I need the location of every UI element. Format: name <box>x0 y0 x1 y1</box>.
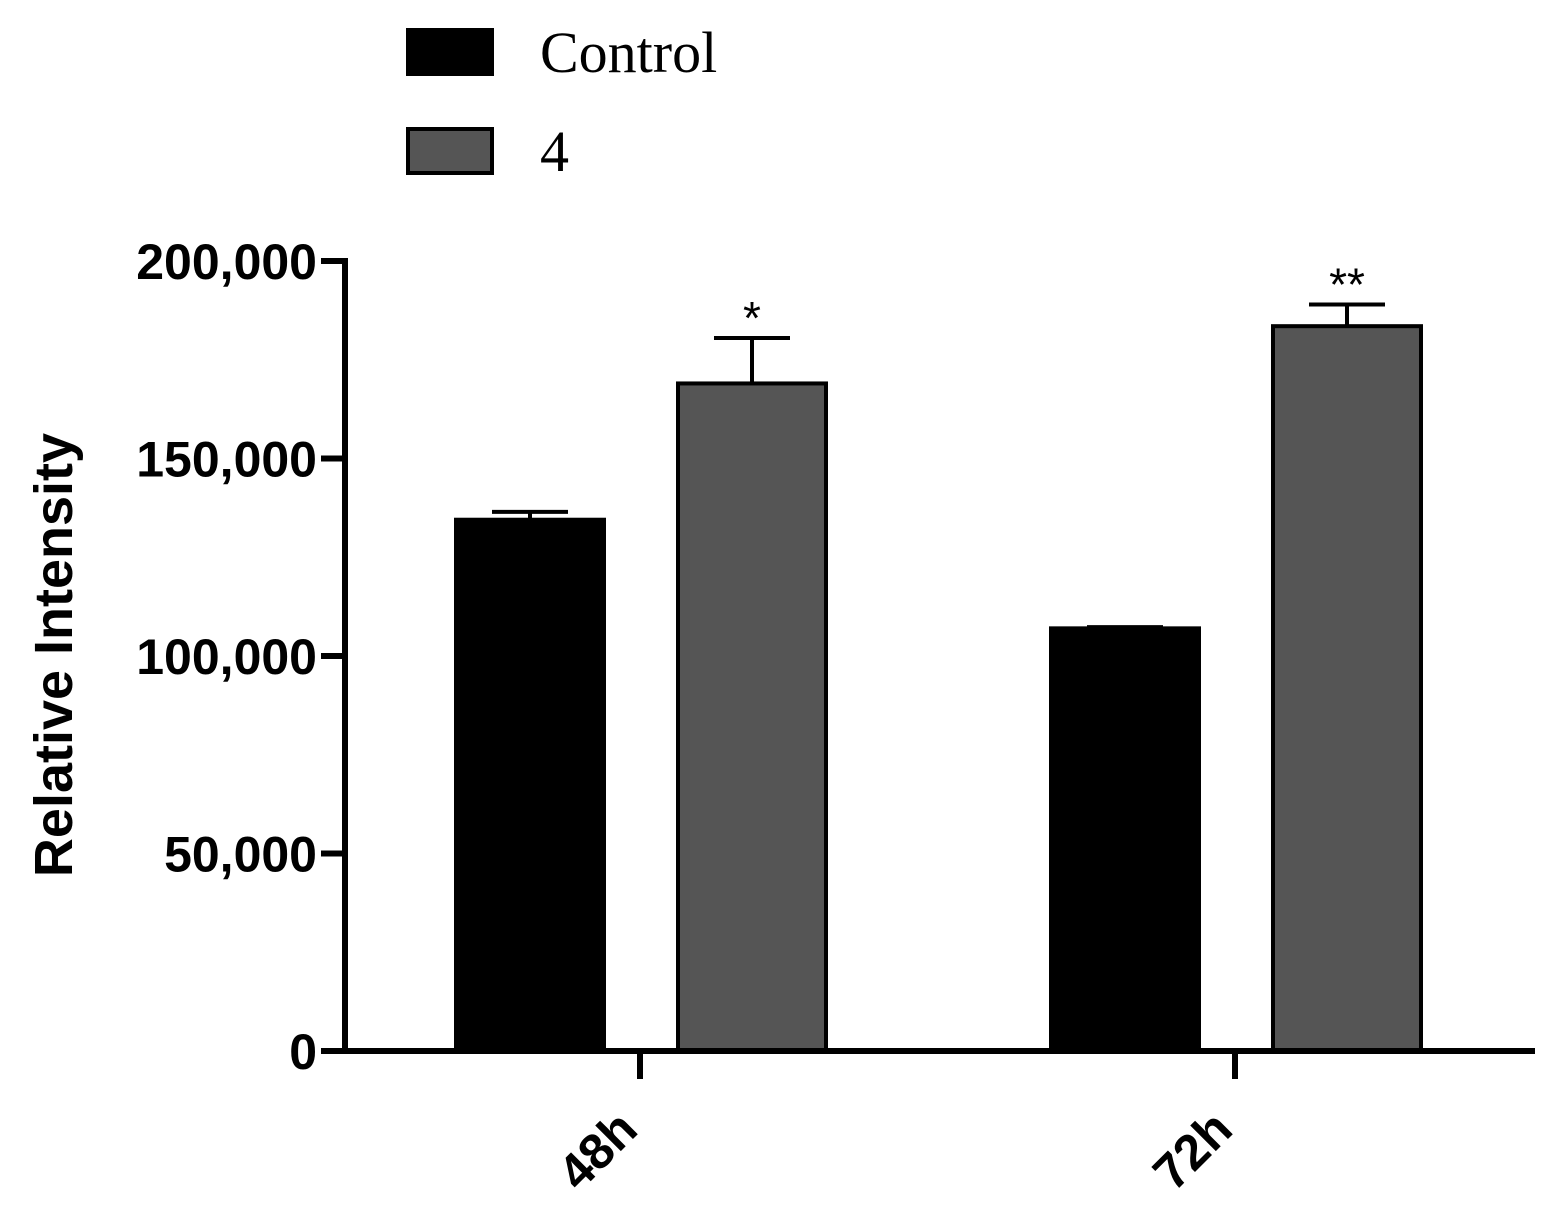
bar-control-72h <box>1049 626 1201 1053</box>
significance-marker-72h: ** <box>1329 258 1365 310</box>
legend-swatch-treatment <box>406 127 494 175</box>
y-axis-title: Relative Intensity <box>24 433 84 877</box>
legend-label-control: Control <box>540 20 717 85</box>
legend: Control 4 <box>406 20 717 184</box>
legend-label-treatment: 4 <box>540 119 569 184</box>
y-tick-label: 150,000 <box>136 432 317 488</box>
significance-marker-48h: * <box>743 292 761 344</box>
bars: *** <box>454 258 1423 1053</box>
x-tick-label-72h: 72h <box>1142 1100 1243 1201</box>
y-tick-label: 200,000 <box>136 234 317 290</box>
bar-treatment-48h <box>676 381 828 1053</box>
y-tick-label: 0 <box>289 1024 317 1080</box>
legend-swatch-control <box>406 28 494 76</box>
y-tick-label: 100,000 <box>136 629 317 685</box>
x-axis: 48h 72h <box>321 1048 1535 1201</box>
y-tick-label: 50,000 <box>164 827 317 883</box>
y-axis: 0 50,000 100,000 150,000 200,000 <box>136 234 348 1080</box>
bar-treatment-72h <box>1271 324 1423 1053</box>
bar-control-48h <box>454 517 606 1053</box>
x-tick-label-48h: 48h <box>547 1100 648 1201</box>
